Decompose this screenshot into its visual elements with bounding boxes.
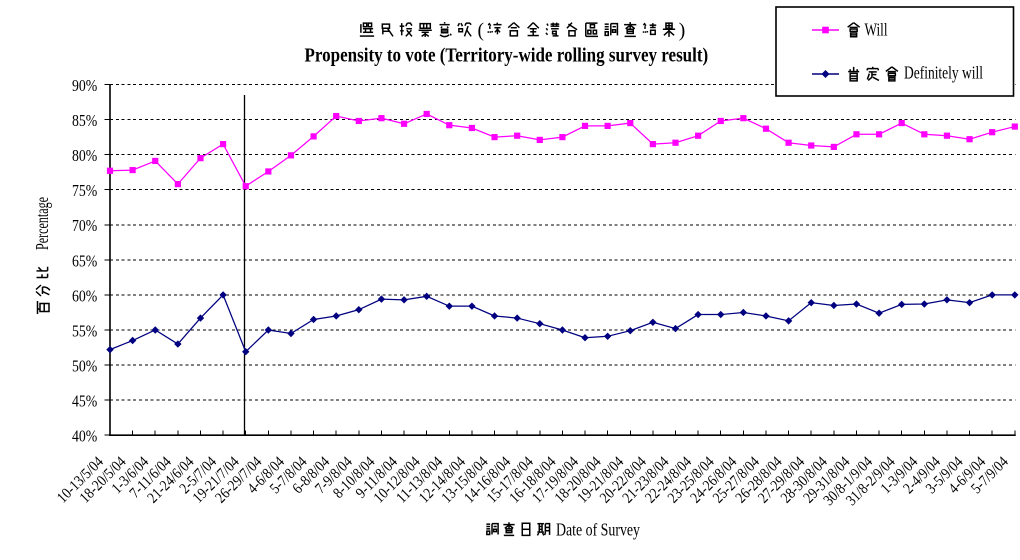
svg-text:Will: Will — [865, 20, 888, 40]
svg-text:40%: 40% — [72, 427, 97, 446]
svg-text:Date of Survey: Date of Survey — [556, 520, 640, 540]
svg-text:75%: 75% — [72, 181, 97, 200]
svg-text:(: ( — [478, 21, 485, 42]
svg-text:50%: 50% — [72, 356, 97, 375]
svg-text:90%: 90% — [72, 76, 97, 95]
svg-text:45%: 45% — [72, 392, 97, 411]
svg-text:60%: 60% — [72, 286, 97, 305]
svg-text:70%: 70% — [72, 216, 97, 235]
svg-text:Propensity to vote (Territory-: Propensity to vote (Territory-wide rolli… — [305, 44, 709, 66]
svg-text:80%: 80% — [72, 146, 97, 165]
svg-text:Definitely will: Definitely will — [904, 63, 983, 83]
svg-text:): ) — [679, 21, 686, 42]
svg-text:Percentage: Percentage — [32, 197, 52, 250]
svg-text:55%: 55% — [72, 321, 97, 340]
svg-text:65%: 65% — [72, 251, 97, 270]
svg-text:85%: 85% — [72, 111, 97, 130]
